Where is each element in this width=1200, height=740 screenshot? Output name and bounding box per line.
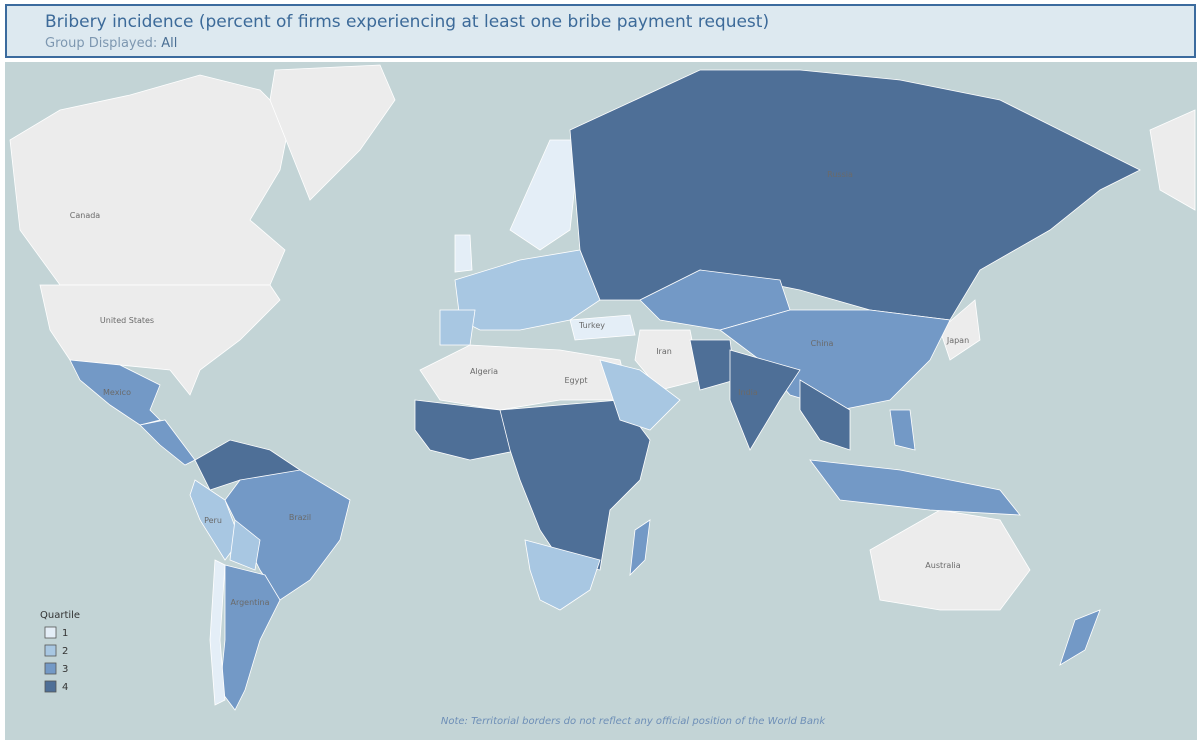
legend-swatch: [44, 644, 57, 657]
map-label: Mexico: [103, 388, 131, 397]
country-region: [629, 519, 651, 577]
map-label: Canada: [70, 211, 101, 220]
map-label: Iran: [656, 347, 672, 356]
header: Bribery incidence (percent of firms expe…: [5, 4, 1196, 58]
map-label: Argentina: [230, 598, 269, 607]
country-region: [799, 379, 851, 451]
country-region: [869, 509, 1031, 611]
country-region: [569, 69, 1141, 321]
note: Note: Territorial borders do not reflect…: [441, 716, 826, 727]
country-region: [634, 329, 701, 391]
legend-label: 1: [62, 628, 68, 639]
map-label: Turkey: [578, 321, 605, 330]
country-region: [729, 349, 801, 451]
country-region: [209, 559, 226, 706]
legend-label: 4: [62, 682, 68, 693]
legend-swatch: [44, 662, 57, 675]
map-label: India: [738, 388, 758, 397]
country-region: [889, 409, 916, 451]
legend-swatch: [44, 626, 57, 639]
map-label: Egypt: [564, 376, 587, 385]
map-label: Algeria: [470, 367, 498, 376]
legend-label: 2: [62, 646, 68, 657]
map-label: Russia: [827, 170, 853, 179]
country-region: [809, 459, 1021, 516]
country-region: [224, 469, 351, 601]
map-label: Peru: [204, 516, 222, 525]
country-region: [219, 564, 281, 711]
country-region: [439, 309, 476, 346]
legend-title: Quartile: [40, 610, 80, 621]
map-label: Australia: [925, 561, 960, 570]
country-region: [939, 299, 981, 361]
map-label: Brazil: [289, 513, 311, 522]
country-region: [599, 359, 681, 431]
legend-label: 3: [62, 664, 68, 675]
map: Canada United States Russia China India Iran A…: [5, 62, 1197, 740]
group-value[interactable]: All: [161, 36, 178, 51]
legend-swatch: [44, 680, 57, 693]
country-region: [39, 284, 281, 396]
country-region: [1149, 109, 1196, 211]
country-region: [1059, 609, 1101, 666]
map-label: Japan: [946, 336, 969, 345]
country-region: [454, 234, 473, 273]
country-region: [189, 479, 241, 561]
country-region: [69, 359, 161, 426]
country-region: [569, 314, 636, 341]
title: Bribery incidence (percent of firms expe…: [45, 12, 770, 32]
country-region: [269, 64, 396, 201]
map-label: China: [811, 339, 834, 348]
country-region: [524, 539, 601, 611]
map-label: United States: [100, 316, 154, 325]
subtitle: Group Displayed: All: [45, 36, 177, 51]
country-region: [229, 519, 261, 571]
group-label: Group Displayed:: [45, 36, 158, 51]
